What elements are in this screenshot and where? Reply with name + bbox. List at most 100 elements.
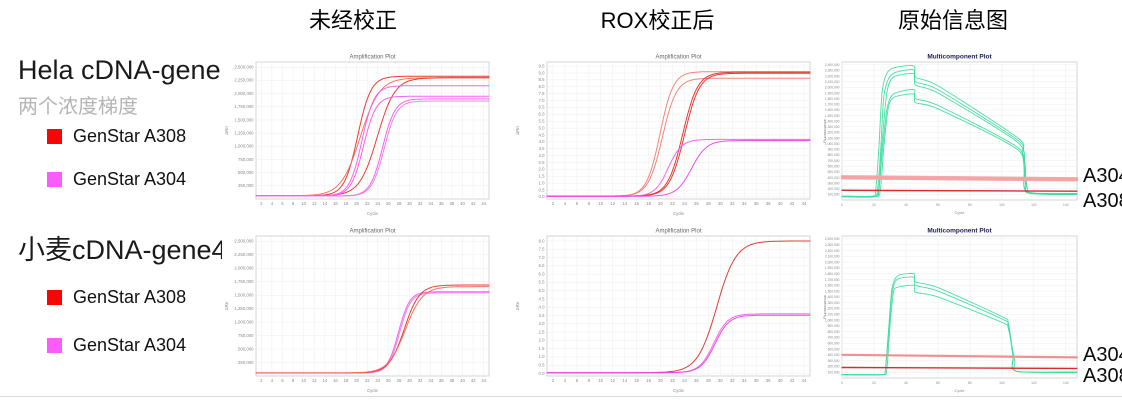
y-tick-label: 2,300,000 [825, 69, 840, 73]
x-tick-label: 12 [312, 378, 317, 383]
x-tick-label: 30 [718, 201, 723, 206]
x-tick-label: 60 [936, 381, 940, 385]
y-tick-label: 4.0 [539, 139, 546, 144]
y-tick-label: 200,000 [828, 187, 840, 191]
y-tick-label: 5.5 [539, 280, 546, 285]
y-tick-label: 9.0 [539, 70, 546, 75]
x-tick-label: 100 [999, 203, 1005, 207]
x-tick-label: 20 [658, 201, 663, 206]
legend-label-a304: GenStar A304 [73, 169, 187, 189]
y-tick-label: 1,600,000 [825, 108, 840, 112]
x-tick-label: 10 [301, 201, 306, 206]
hela-uncorrected-plot-svg: 2 4 6 8 10 12 14 16 18 20 22 24 26 28 30 32 34 36 38 40 42 44… [224, 55, 490, 216]
x-tick-label: 40 [904, 203, 908, 207]
y-tick-label: 2,400,000 [825, 237, 840, 241]
y-tick-label: 400,000 [828, 176, 840, 180]
y-tick-label: 1,400,000 [825, 119, 840, 123]
group-title-wheat: 小麦cDNA-gene4 [18, 235, 227, 265]
y-tick-label: 900,000 [828, 324, 840, 328]
y-tick-label: 300,000 [828, 359, 840, 363]
x-tick-label: 34 [742, 201, 747, 206]
x-tick-label: 42 [471, 201, 476, 206]
y-tick-label: 2,200,000 [825, 249, 840, 253]
x-tick-label: 40 [904, 381, 908, 385]
annotation-hela-a308: A308 [1083, 190, 1122, 212]
annotation-wheat-a304: A304 [1083, 344, 1122, 366]
x-tick-label: 28 [397, 201, 402, 206]
y-tick-label: 9.5 [539, 63, 546, 68]
y-tick-label: 600,000 [828, 342, 840, 346]
y-tick-label: 2,000,000 [825, 86, 840, 90]
y-tick-label: 3.5 [539, 146, 546, 151]
y-tick-label: 1,200,000 [825, 307, 840, 311]
y-tick-label: 2.5 [539, 329, 546, 334]
y-tick-label: 200,000 [828, 365, 840, 369]
legend-swatch-a304 [47, 172, 62, 187]
y-tick-label: 1,800,000 [825, 97, 840, 101]
chart-hela-rox-corrected: 2 4 6 8 10 12 14 16 18 20 22 24 26 28 30 32 34 36 38 40 42 44… [513, 50, 815, 217]
x-tick-label: 32 [730, 201, 735, 206]
y-tick-label: 400,000 [828, 353, 840, 357]
x-axis-label: Cycle [954, 388, 965, 393]
y-tick-label: 2,500,000 [234, 65, 254, 70]
x-tick-label: 44 [481, 378, 486, 383]
y-tick-label: 750,000 [238, 157, 254, 162]
y-tick-label: 1,750,000 [234, 104, 254, 109]
y-axis-label: ΔRn [224, 126, 229, 135]
x-tick-label: 6 [576, 378, 579, 383]
chart-wheat-multicomponent: 0 20 40 60 80 100 120 140 100,000 200,000 300,000 4… [820, 224, 1082, 394]
y-tick-label: 8.0 [539, 84, 546, 89]
y-tick-label: 3.0 [539, 153, 546, 158]
x-axis-label: Cycle [673, 388, 685, 393]
x-tick-label: 30 [407, 378, 412, 383]
series-ROX-A308-line-2 [841, 367, 1078, 370]
x-axis-label: Cycle [367, 388, 379, 393]
x-tick-label: 8 [588, 378, 591, 383]
x-tick-label: 32 [418, 201, 423, 206]
x-tick-label: 120 [1031, 381, 1037, 385]
x-tick-label: 6 [281, 201, 284, 206]
x-tick-label: 80 [968, 381, 972, 385]
x-tick-label: 18 [646, 201, 651, 206]
x-tick-label: 14 [622, 201, 627, 206]
x-tick-label: 28 [706, 201, 711, 206]
x-tick-label: 18 [344, 378, 349, 383]
x-tick-label: 22 [365, 378, 370, 383]
x-tick-label: 44 [802, 201, 807, 206]
y-tick-label: 1,000,000 [825, 142, 840, 146]
column-header-uncorrected: 未经校正 [308, 8, 397, 33]
y-tick-label: 1,600,000 [825, 284, 840, 288]
hela-multicomponent-plot-svg: 0 20 40 60 80 100 120 140 100,000 200,000 300,0004… [822, 54, 1079, 215]
x-tick-label: 12 [610, 201, 615, 206]
y-tick-label: 6.0 [539, 271, 546, 276]
y-tick-label: 500,000 [828, 170, 840, 174]
x-tick-label: 42 [471, 378, 476, 383]
y-tick-label: 0.0 [539, 371, 546, 376]
x-tick-label: 20 [354, 201, 359, 206]
y-tick-label: 2,000,000 [825, 260, 840, 264]
x-tick-label: 38 [450, 201, 455, 206]
legend-item-wheat-a304: GenStar A304 [47, 335, 186, 356]
y-tick-label: 2,400,000 [825, 63, 840, 67]
x-tick-label: 4 [271, 201, 274, 206]
x-tick-label: 28 [397, 378, 402, 383]
y-tick-label: 100,000 [828, 371, 840, 375]
x-tick-label: 34 [742, 378, 747, 383]
x-tick-label: 80 [968, 203, 972, 207]
y-tick-label: 6.5 [539, 105, 546, 110]
plot-area [255, 61, 490, 200]
y-tick-label: 2,250,000 [234, 78, 254, 83]
y-tick-label: 800,000 [828, 153, 840, 157]
y-tick-label: 700,000 [828, 336, 840, 340]
chart-wheat-rox-corrected: 2 4 6 8 10 12 14 16 18 20 22 24 26 28 30 32 34 36 38 40 42 44… [513, 224, 815, 394]
x-tick-label: 4 [564, 378, 567, 383]
legend-item-hela-a304: GenStar A304 [47, 169, 186, 190]
y-tick-label: 2,500,000 [234, 239, 254, 244]
y-tick-label: 4.5 [539, 296, 546, 301]
plot-title: Amplification Plot [349, 229, 395, 235]
x-tick-label: 2 [552, 201, 555, 206]
y-tick-label: 1,700,000 [825, 103, 840, 107]
y-axis-label: ΔRn [515, 126, 520, 135]
x-tick-label: 16 [634, 378, 639, 383]
